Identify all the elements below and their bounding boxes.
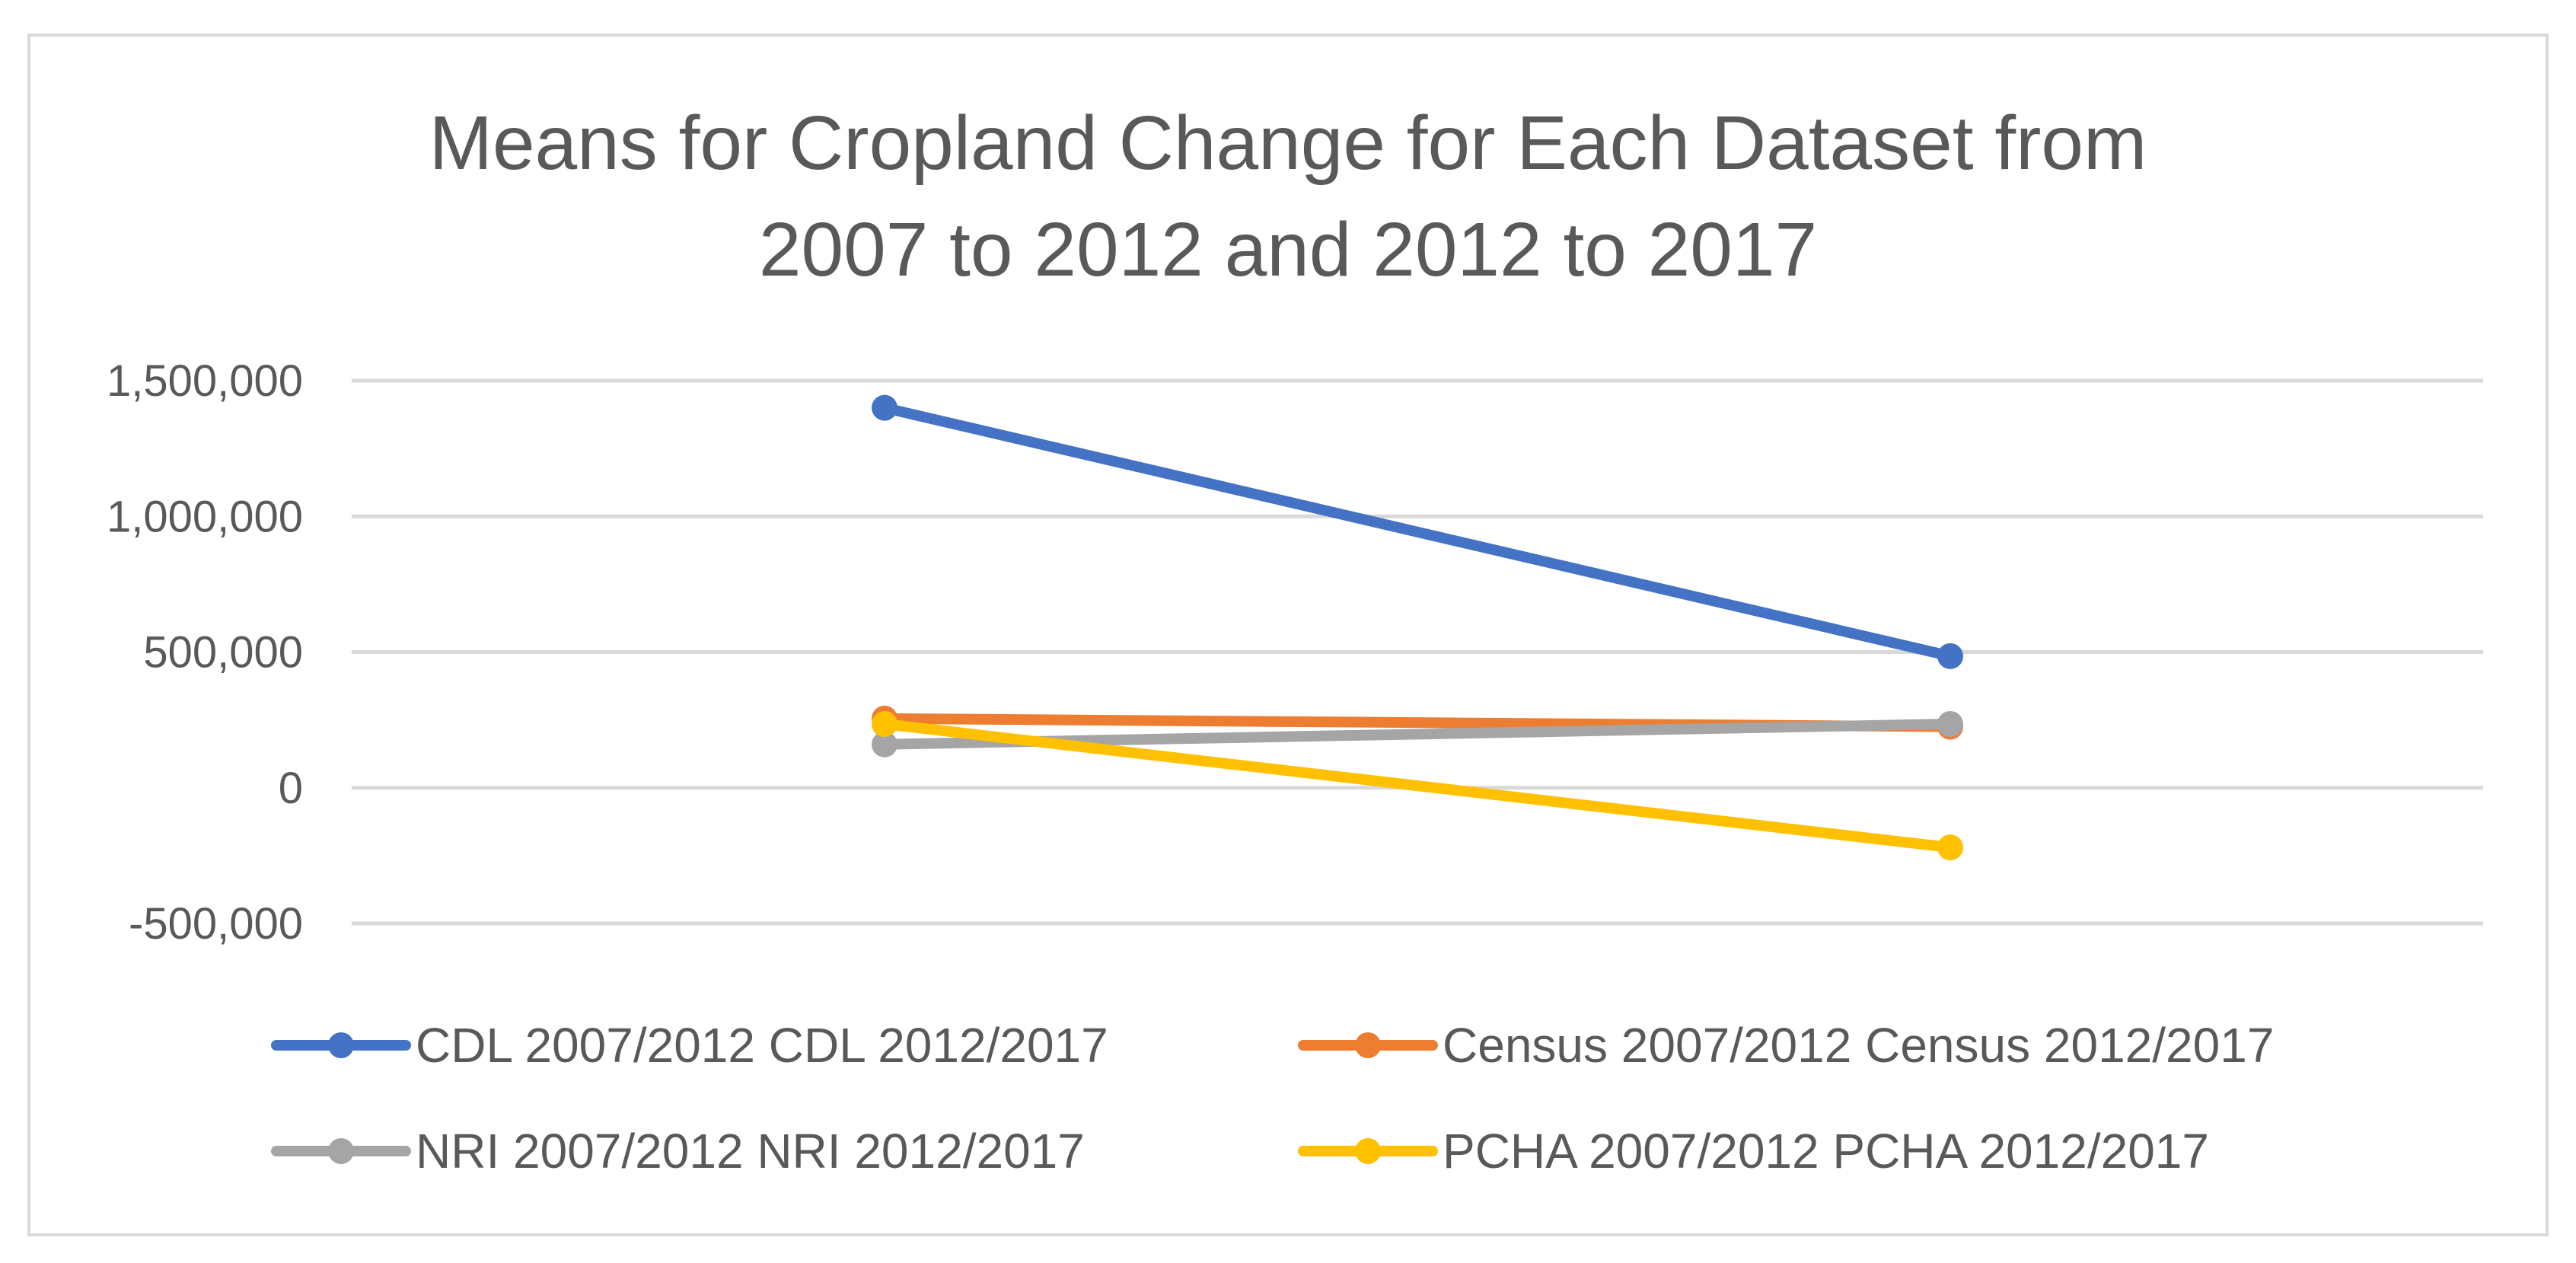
y-tick-label: -500,000 <box>129 899 303 949</box>
legend-label: Census 2007/2012 Census 2012/2017 <box>1443 1018 2274 1073</box>
data-series <box>872 394 1963 861</box>
legend-marker <box>1355 1138 1381 1164</box>
legend-marker <box>328 1138 354 1164</box>
series-line <box>879 718 1956 853</box>
y-tick-label: 0 <box>279 764 303 813</box>
legend-marker <box>1355 1032 1381 1058</box>
legend: CDL 2007/2012 CDL 2012/2017 Census 2007/2… <box>271 1018 2274 1178</box>
legend-label: CDL 2007/2012 CDL 2012/2017 <box>416 1018 1108 1073</box>
chart-title-line-1: Means for Cropland Change for Each Datas… <box>429 100 2147 186</box>
data-point[interactable] <box>1937 710 1963 737</box>
chart-title-line-2: 2007 to 2012 and 2012 to 2017 <box>759 207 1817 292</box>
y-tick-label: 500,000 <box>143 628 303 678</box>
chart-frame <box>27 33 2549 1236</box>
y-tick-label: 1,500,000 <box>107 356 303 406</box>
legend-marker <box>328 1032 354 1058</box>
data-point[interactable] <box>872 710 897 737</box>
legend-item[interactable]: NRI 2007/2012 NRI 2012/2017 <box>271 1124 1085 1178</box>
data-point[interactable] <box>872 731 897 757</box>
legend-item[interactable]: PCHA 2007/2012 PCHA 2012/2017 <box>1298 1124 2209 1178</box>
chart-title: Means for Cropland Change for Each Datas… <box>429 100 2147 292</box>
series-1 <box>872 394 1963 669</box>
gridlines <box>352 378 2483 926</box>
legend-item[interactable]: CDL 2007/2012 CDL 2012/2017 <box>271 1018 1108 1073</box>
data-point[interactable] <box>1937 643 1963 669</box>
series-4 <box>872 710 1963 861</box>
legend-label: NRI 2007/2012 NRI 2012/2017 <box>416 1124 1085 1178</box>
legend-label: PCHA 2007/2012 PCHA 2012/2017 <box>1443 1124 2209 1178</box>
data-point[interactable] <box>872 394 897 421</box>
legend-item[interactable]: Census 2007/2012 Census 2012/2017 <box>1298 1018 2274 1073</box>
y-axis-tick-labels: 1,500,000 1,000,000 500,000 0 -500,000 <box>107 356 303 949</box>
series-line <box>879 402 1956 662</box>
y-tick-label: 1,000,000 <box>107 492 303 541</box>
data-point[interactable] <box>1937 834 1963 861</box>
